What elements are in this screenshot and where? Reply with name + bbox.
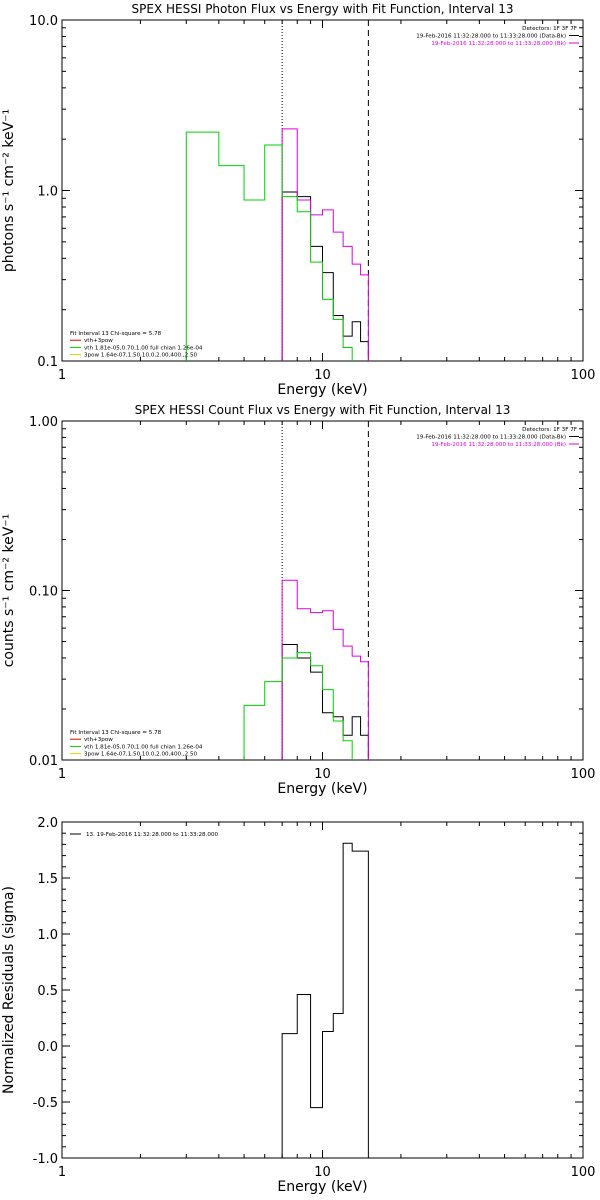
fit-info-line: 3pow 1.64e-07,1.50,10.0,2.00,400.,2.50 bbox=[84, 353, 198, 359]
chart-title: SPEX HESSI Count Flux vs Energy with Fit… bbox=[135, 403, 511, 417]
fit-info-line: vth 1.81e-05,0.70,1.00 full chian 1.26e-… bbox=[84, 345, 203, 351]
y-tick-label: 0.01 bbox=[29, 754, 58, 769]
fit-info-line: Fit Interval 13 Chi-square = 5.78 bbox=[70, 730, 162, 736]
fit-info-line: vth+3pow bbox=[84, 338, 113, 344]
y-axis-label: photons s⁻¹ cm⁻² keV⁻¹ bbox=[1, 109, 17, 272]
y-tick-label: -1.0 bbox=[33, 1152, 58, 1167]
fit-info-line: vth+3pow bbox=[84, 737, 113, 743]
y-tick-label: 0.5 bbox=[37, 984, 58, 999]
x-tick-label: 100 bbox=[571, 368, 596, 383]
y-tick-label: 1.5 bbox=[37, 872, 58, 887]
x-tick-label: 1 bbox=[58, 1165, 66, 1180]
y-axis-label: Normalized Residuals (sigma) bbox=[1, 886, 17, 1094]
legend-entry: 13. 19-Feb-2016 11:32:28.000 to 11:33:28… bbox=[86, 832, 219, 838]
x-axis-label: Energy (keV) bbox=[277, 1179, 367, 1195]
y-tick-label: 1.0 bbox=[37, 928, 58, 943]
y-tick-label: 2.0 bbox=[37, 816, 58, 831]
header-info-line: Detectors: 1F 3F 7F bbox=[522, 26, 577, 32]
header-info-line: 19-Feb-2016 11:32:28.000 to 11:33:28.000… bbox=[431, 442, 566, 448]
y-tick-label: 0.10 bbox=[29, 585, 58, 600]
y-tick-label: 10.0 bbox=[29, 14, 58, 29]
chart-panel-1: SPEX HESSI Photon Flux vs Energy with Fi… bbox=[1, 2, 595, 398]
x-tick-label: 100 bbox=[571, 1165, 596, 1180]
series-line-2 bbox=[281, 579, 369, 760]
y-tick-label: 0.1 bbox=[37, 355, 58, 370]
x-tick-label: 100 bbox=[571, 767, 596, 782]
header-info-line: 19-Feb-2016 11:32:28.000 to 11:33:28.000… bbox=[416, 34, 566, 40]
series-line-1 bbox=[281, 842, 369, 1158]
series-line-1 bbox=[281, 191, 369, 361]
chart-panel-2: SPEX HESSI Count Flux vs Energy with Fit… bbox=[1, 403, 595, 797]
x-tick-label: 1 bbox=[58, 767, 66, 782]
chart-title: SPEX HESSI Photon Flux vs Energy with Fi… bbox=[132, 2, 514, 16]
x-tick-label: 10 bbox=[314, 767, 331, 782]
series-line-1 bbox=[281, 644, 369, 760]
y-tick-label: 0.0 bbox=[37, 1040, 58, 1055]
y-tick-label: -0.5 bbox=[33, 1096, 58, 1111]
x-tick-label: 10 bbox=[314, 1165, 331, 1180]
series-line-2 bbox=[281, 128, 369, 361]
x-tick-label: 10 bbox=[314, 368, 331, 383]
header-info-line: 19-Feb-2016 11:32:28.000 to 11:33:28.000… bbox=[416, 435, 566, 441]
y-tick-label: 1.00 bbox=[29, 415, 58, 430]
x-axis-label: Energy (keV) bbox=[277, 781, 367, 797]
chart-panel-3: Energy (keV) Normalized Residuals (sigma)… bbox=[1, 816, 595, 1195]
fit-info-line: Fit Interval 13 Chi-square = 5.78 bbox=[70, 331, 162, 337]
series-line-3 bbox=[185, 131, 353, 361]
y-tick-label: 1.0 bbox=[37, 185, 58, 200]
fit-info-line: 3pow 1.64e-07,1.50,10.0,2.00,400.,2.50 bbox=[84, 752, 198, 758]
x-tick-label: 1 bbox=[58, 368, 66, 383]
header-info-line: Detectors: 1F 3F 7F bbox=[522, 427, 577, 433]
plot-frame bbox=[61, 19, 584, 362]
header-info-line: 19-Feb-2016 11:32:28.000 to 11:33:28.000… bbox=[431, 41, 566, 47]
fit-info-line: vth 1.81e-05,0.70,1.00 full chian 1.26e-… bbox=[84, 744, 203, 750]
y-axis-label: counts s⁻¹ cm⁻² keV⁻¹ bbox=[1, 514, 17, 668]
series-line-3 bbox=[243, 652, 353, 760]
x-axis-label: Energy (keV) bbox=[277, 382, 367, 398]
